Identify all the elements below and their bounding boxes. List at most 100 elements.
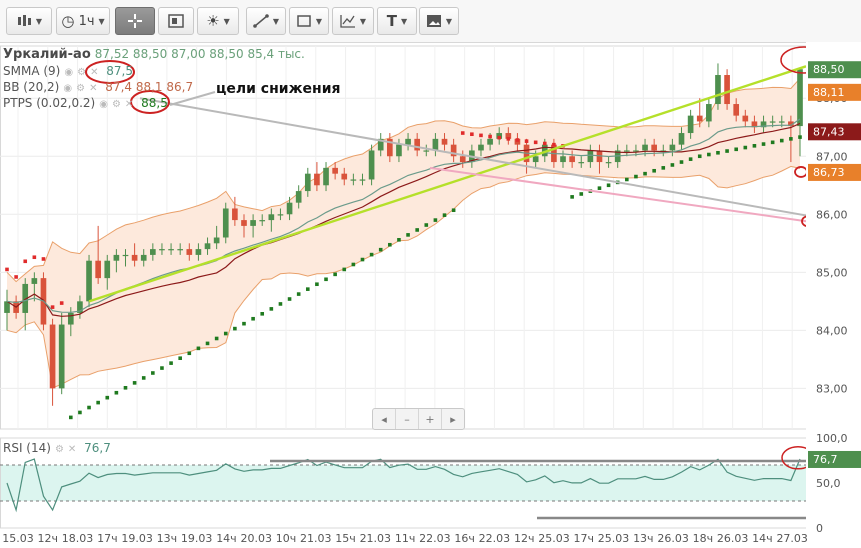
rsi-line: [6, 458, 801, 513]
eye-icon[interactable]: ◉: [64, 67, 74, 78]
candle-body: [140, 254, 147, 261]
price-label-bg: [808, 83, 861, 101]
candle-body: [560, 156, 566, 163]
sar-dot: [342, 267, 347, 272]
candle: [715, 63, 721, 110]
candle: [623, 144, 630, 157]
candle: [687, 109, 694, 139]
sar-dot: [141, 376, 146, 380]
candle: [505, 127, 512, 145]
text-tool-button[interactable]: T ▼: [377, 7, 417, 35]
scroll-left-button[interactable]: ◂: [373, 409, 396, 429]
candle: [377, 133, 384, 157]
close-icon[interactable]: ✕: [67, 444, 77, 455]
sar-dot: [406, 233, 410, 237]
candle: [213, 225, 220, 250]
sar-dot: [59, 301, 64, 305]
time-tick-label: 26.03: [657, 532, 689, 545]
gear-icon[interactable]: ⚙: [76, 83, 86, 94]
ptps-value: 88,5: [141, 96, 168, 110]
timeframe-button[interactable]: ◷ 1ч ▼: [56, 7, 110, 35]
scroll-right-button[interactable]: ▸: [450, 412, 456, 426]
data-window-icon: [168, 14, 184, 28]
bb-lower-line: [6, 165, 801, 389]
candle-body: [642, 144, 648, 151]
rsi-legend: RSI (14) ⚙ ✕ 76,7: [3, 441, 111, 455]
candle: [131, 243, 138, 267]
time-tick-label: 19.03: [181, 532, 213, 545]
crosshair-button[interactable]: [115, 7, 155, 35]
time-tick-label: 21.03: [300, 532, 332, 545]
sar-dot: [105, 395, 110, 400]
candle: [478, 138, 484, 157]
sar-dot: [579, 192, 584, 196]
candle: [323, 162, 329, 192]
ohlcv-values: 87,52 88,50 87,00 88,50 85,4 тыс.: [94, 47, 305, 61]
line-tools-button[interactable]: ▼: [246, 7, 286, 35]
candle: [314, 162, 320, 192]
rsi-value-label-bg: [808, 450, 861, 468]
gear-icon[interactable]: ⚙: [77, 67, 87, 78]
data-window-button[interactable]: [158, 7, 194, 35]
sar-dot: [634, 174, 638, 179]
candle: [286, 196, 293, 221]
candle-body: [150, 249, 156, 255]
gear-icon[interactable]: ⚙: [54, 444, 64, 455]
sar-dot: [50, 305, 55, 309]
sar-dot: [515, 138, 520, 142]
sar-dot: [214, 336, 219, 341]
price-tick-label: 87,00: [816, 150, 848, 163]
candle: [696, 98, 703, 128]
timeframe-label: 1ч: [78, 13, 95, 29]
indicators-button[interactable]: ▼: [332, 7, 374, 35]
time-tick-label: 25.03: [538, 532, 570, 545]
symbol-name: Уркалий-ао: [3, 47, 91, 62]
candle: [95, 225, 101, 284]
price-chart[interactable]: 83,0084,0085,0086,0087,0088,0088,5088,11…: [0, 42, 861, 548]
candle: [204, 237, 211, 255]
time-tick-label: 17ч: [574, 532, 595, 545]
ptps-label: PTPS (0.02,0.2): [3, 96, 96, 110]
candle: [222, 202, 229, 244]
zoom-in-button[interactable]: +: [419, 409, 442, 429]
eye-icon[interactable]: ◉: [99, 99, 108, 110]
close-icon[interactable]: ✕: [124, 99, 134, 110]
sar-dot: [752, 144, 757, 148]
price-axis: 83,0084,0085,0086,0087,0088,0088,5088,11…: [806, 42, 861, 433]
symbol-legend: Уркалий-ао 87,52 88,50 87,00 88,50 85,4 т…: [3, 47, 305, 62]
candle-body: [788, 121, 794, 127]
chevron-down-icon: ▼: [315, 16, 323, 26]
candle-body: [778, 121, 785, 123]
bb-legend: BB (20,2) ◉ ⚙ ✕ 87,4 88,1 86,7: [3, 80, 193, 94]
close-icon[interactable]: ✕: [90, 67, 99, 78]
sar-dot: [132, 381, 137, 385]
candle-body: [377, 138, 384, 151]
text-icon: T: [386, 12, 398, 30]
candle: [241, 214, 247, 238]
candle-body: [387, 138, 393, 157]
shape-tools-button[interactable]: ▼: [289, 7, 329, 35]
candle-body: [450, 144, 457, 157]
candle: [150, 243, 156, 261]
sar-dot: [524, 139, 529, 143]
zoom-out-button[interactable]: –: [396, 409, 419, 429]
chart-type-button[interactable]: ▼: [6, 7, 52, 35]
candle-body: [751, 121, 758, 128]
candle: [396, 138, 402, 163]
time-tick-label: 13ч: [633, 532, 654, 545]
candle-body: [186, 249, 193, 255]
sar-dot: [497, 135, 502, 140]
gear-icon[interactable]: ⚙: [111, 99, 121, 110]
candle: [742, 109, 749, 128]
eye-icon[interactable]: ◉: [63, 83, 73, 94]
crosshair-icon: [128, 14, 142, 28]
candle-body: [341, 173, 348, 180]
rsi-value: 76,7: [84, 441, 111, 455]
candle-body: [67, 312, 74, 325]
screenshot-button[interactable]: ▼: [419, 7, 459, 35]
sar-dot: [260, 312, 265, 316]
candle-body: [304, 173, 311, 192]
bb-values: 87,4 88,1 86,7: [105, 80, 194, 94]
close-icon[interactable]: ✕: [89, 83, 98, 94]
themes-button[interactable]: ☀ ▼: [197, 7, 239, 35]
